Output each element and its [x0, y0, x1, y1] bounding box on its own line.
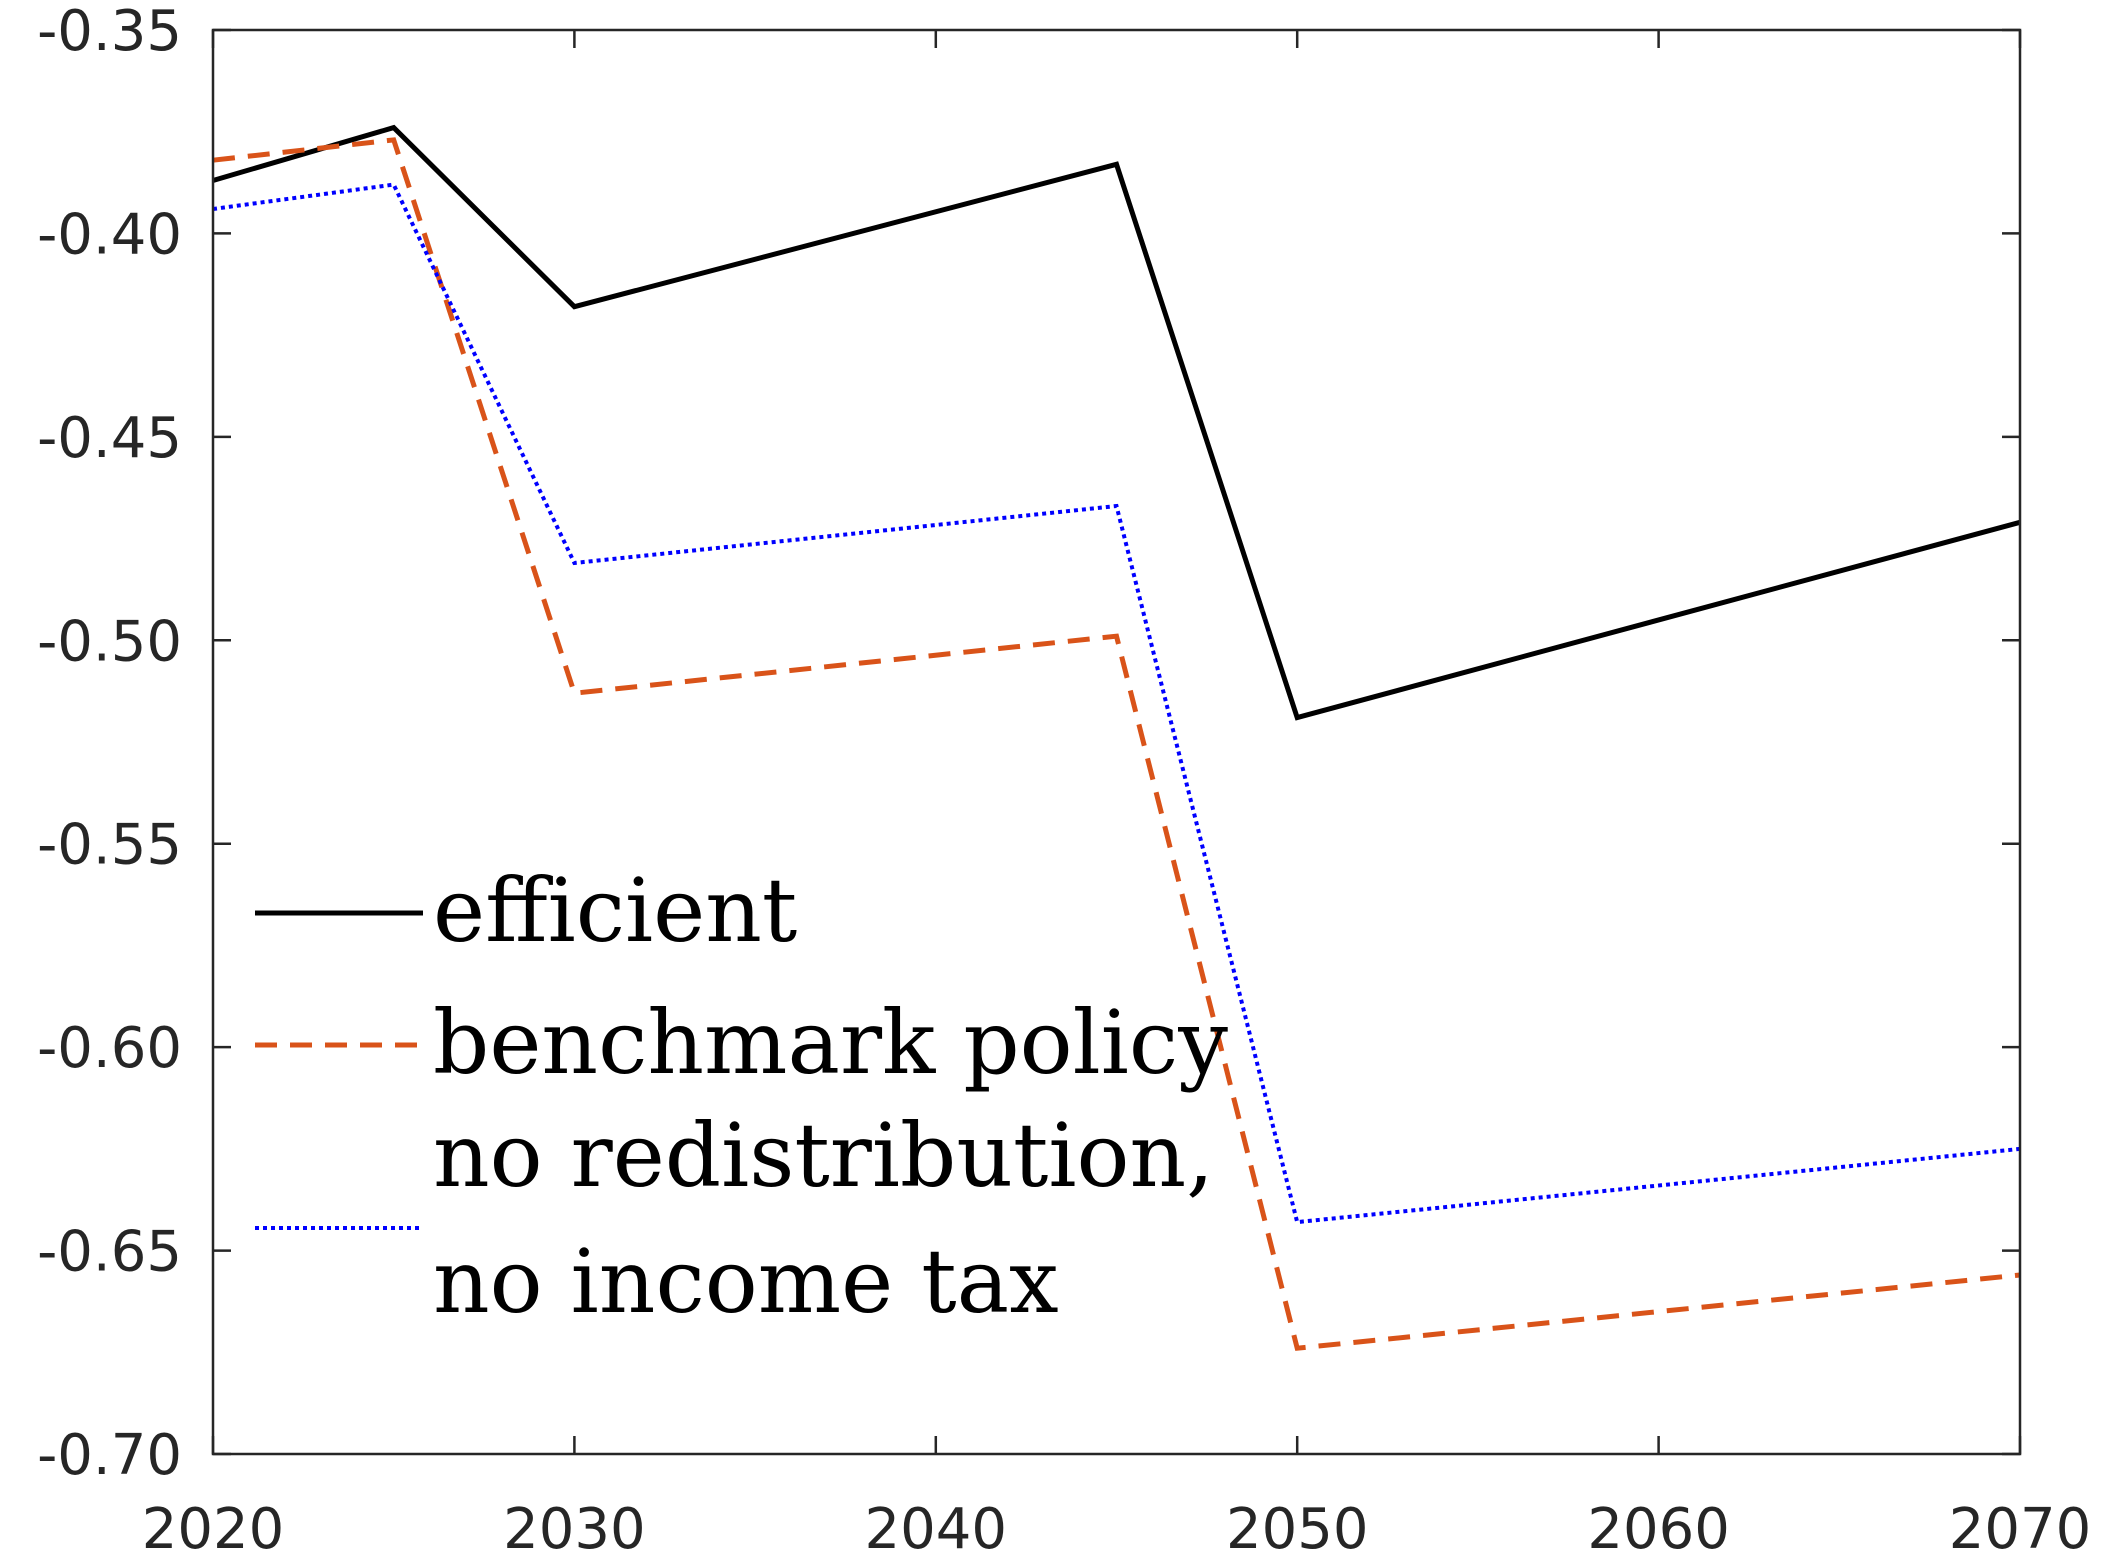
- y-tick-label: -0.50: [37, 609, 182, 674]
- legend-label-benchmark-policy: benchmark policy: [433, 991, 1228, 1094]
- legend-label-efficient: efficient: [433, 859, 797, 962]
- y-tick-label: -0.45: [37, 406, 182, 471]
- y-tick-label: -0.65: [37, 1220, 182, 1285]
- y-tick-label: -0.60: [37, 1016, 182, 1081]
- x-tick-label: 2070: [1949, 1497, 2092, 1554]
- x-tick-label: 2020: [142, 1497, 285, 1554]
- legend: efficient benchmark policy no redistribu…: [255, 859, 1228, 1333]
- x-tick-label: 2050: [1226, 1497, 1369, 1554]
- series-efficient-line: [212, 124, 2021, 721]
- legend-label-no-redistribution-line2: no income tax: [433, 1230, 1059, 1333]
- y-tick-label: -0.55: [37, 813, 182, 878]
- y-tick-label: -0.70: [37, 1423, 182, 1488]
- ticks-layer: 2020 2030 2040 2050 2060 2070 -0.70 -0.65 -0.60 -…: [37, 0, 2091, 1554]
- series-no-redistribution-line: [212, 182, 2021, 1225]
- series-layer: [212, 124, 2021, 1351]
- series-benchmark-policy-line: [212, 137, 2021, 1351]
- y-tick-label: -0.35: [37, 0, 182, 64]
- axes-box: [211, 28, 2022, 1456]
- plot-area: [213, 30, 2020, 1454]
- x-tick-label: 2030: [503, 1497, 646, 1554]
- y-tick-label: -0.40: [37, 202, 182, 267]
- legend-label-no-redistribution-line1: no redistribution,: [433, 1104, 1214, 1207]
- x-tick-label: 2060: [1587, 1497, 1730, 1554]
- x-tick-label: 2040: [865, 1497, 1008, 1554]
